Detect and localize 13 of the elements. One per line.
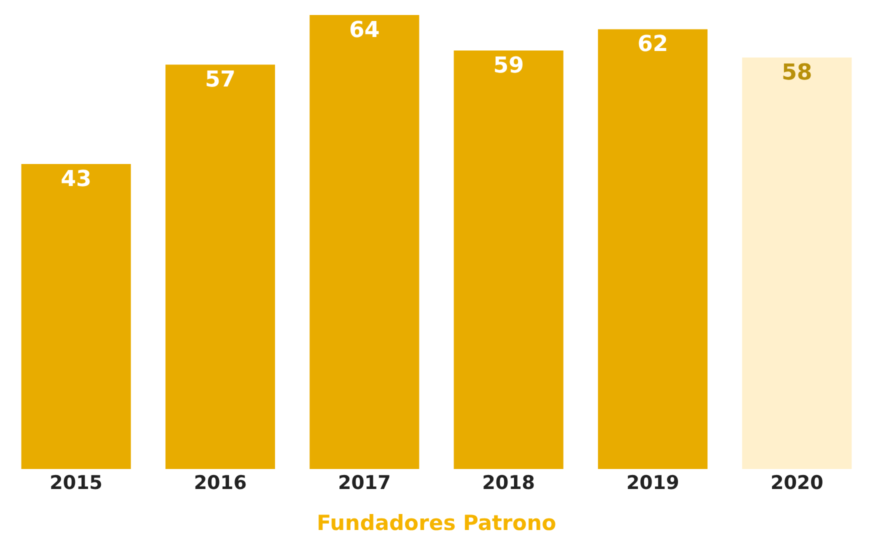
x-tick-label: 2017 — [338, 472, 391, 494]
data-label: 59 — [493, 53, 524, 78]
data-label: 62 — [637, 32, 668, 58]
data-label: 43 — [60, 166, 92, 192]
data-label: 58 — [782, 60, 812, 86]
data-label: 64 — [349, 18, 380, 43]
x-tick-label: 2016 — [194, 472, 247, 494]
x-tick-label: 2015 — [50, 472, 103, 494]
x-tick-label: 2019 — [626, 472, 680, 494]
data-label: 57 — [204, 68, 236, 93]
x-tick-label: 2018 — [482, 472, 536, 494]
x-tick-label: 2020 — [770, 472, 824, 494]
x-axis-title: Fundadores Patrono — [316, 511, 556, 536]
